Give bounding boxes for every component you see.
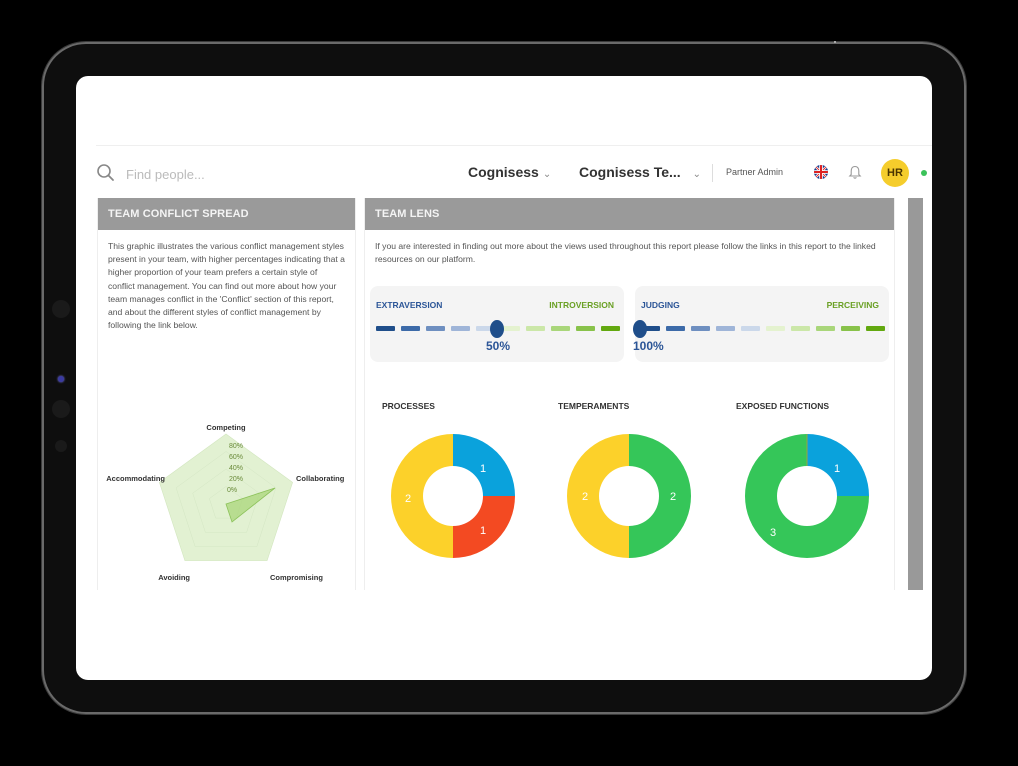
svg-text:Collaborating: Collaborating xyxy=(296,474,345,483)
svg-text:0%: 0% xyxy=(227,487,237,494)
svg-text:2: 2 xyxy=(405,493,411,505)
top-header: Cognisess⌄ Cognisess Te...⌄ Partner Admi… xyxy=(76,156,932,190)
slider-segment xyxy=(601,326,620,331)
donut-segment-green[interactable] xyxy=(745,434,869,558)
org-selector[interactable]: Cognisess ⌄ xyxy=(468,164,551,180)
donut-segment-yellow[interactable] xyxy=(567,434,629,558)
slider-value: 100% xyxy=(633,339,664,353)
device-button xyxy=(52,400,70,418)
slider-segment xyxy=(526,326,545,331)
slider-value: 50% xyxy=(486,339,511,353)
radar-grid xyxy=(175,451,277,547)
panel-description: This graphic illustrates the various con… xyxy=(108,241,345,331)
svg-text:2: 2 xyxy=(582,491,588,503)
online-status-indicator xyxy=(921,170,927,176)
exposed-functions-donut-chart: 1 3 xyxy=(745,434,869,558)
panel-title: TEAM LENS xyxy=(365,198,894,230)
donut-segment-yellow[interactable] xyxy=(391,434,453,558)
slider-segment xyxy=(576,326,595,331)
device-button xyxy=(55,440,67,452)
slider-segment xyxy=(866,326,885,331)
svg-text:Avoiding: Avoiding xyxy=(158,573,190,582)
device-button xyxy=(52,300,70,318)
processes-donut-chart: 1 1 2 xyxy=(391,434,515,558)
temperaments-title: TEMPERAMENTS xyxy=(558,401,630,411)
slider-left-label: JUDGING xyxy=(641,300,680,310)
chevron-down-icon: ⌄ xyxy=(692,169,702,180)
slider-segment xyxy=(791,326,810,331)
svg-text:1: 1 xyxy=(480,525,486,537)
slider-segment xyxy=(501,326,520,331)
svg-text:Accommodating: Accommodating xyxy=(106,474,165,483)
svg-text:80%: 80% xyxy=(229,443,243,450)
camera-icon xyxy=(58,376,64,382)
team-selector[interactable]: Cognisess Te... ⌄ xyxy=(579,164,701,180)
svg-text:1: 1 xyxy=(834,463,840,475)
radar-grid xyxy=(209,486,243,519)
slider-segment xyxy=(741,326,760,331)
slider-track xyxy=(376,326,620,331)
slider-segment xyxy=(666,326,685,331)
extraversion-introversion-slider: EXTRAVERSION INTROVERSION 50% xyxy=(370,286,624,362)
svg-text:3: 3 xyxy=(770,527,776,539)
org-selector-label: Cognisess xyxy=(468,164,539,180)
panel-description: If you are interested in finding out mor… xyxy=(375,241,876,265)
svg-text:Compromising: Compromising xyxy=(270,573,323,582)
svg-text:40%: 40% xyxy=(229,465,243,472)
svg-text:Competing: Competing xyxy=(206,423,246,432)
judging-perceiving-slider: JUDGING PERCEIVING 100% xyxy=(633,286,889,362)
sensor-dot xyxy=(834,41,836,43)
slider-segment xyxy=(691,326,710,331)
radar-axis-labels: Competing Collaborating Compromising Avo… xyxy=(106,423,345,582)
donut-segment-blue[interactable] xyxy=(453,434,515,496)
vertical-scrollbar[interactable] xyxy=(908,198,923,590)
slider-handle[interactable] xyxy=(633,320,647,338)
user-role[interactable]: Partner Admin xyxy=(726,167,784,177)
slider-segment xyxy=(401,326,420,331)
slider-right-label: INTROVERSION xyxy=(549,300,614,310)
search-icon[interactable] xyxy=(96,163,116,183)
slider-segment xyxy=(816,326,835,331)
slider-segment xyxy=(841,326,860,331)
donut-segment-red[interactable] xyxy=(453,496,515,558)
donut-segment-blue[interactable] xyxy=(807,434,869,496)
divider xyxy=(712,164,713,182)
team-selector-label: Cognisess Te... xyxy=(579,164,681,180)
slider-segment xyxy=(641,326,660,331)
slider-segment xyxy=(476,326,495,331)
slider-segment xyxy=(376,326,395,331)
svg-text:20%: 20% xyxy=(229,476,243,483)
avatar[interactable]: HR xyxy=(881,159,909,187)
team-lens-panel: TEAM LENS If you are interested in findi… xyxy=(364,198,895,590)
slider-segment xyxy=(766,326,785,331)
radar-grid xyxy=(192,468,260,533)
bell-icon[interactable] xyxy=(848,165,862,180)
donut-segment-green[interactable] xyxy=(629,434,691,558)
svg-text:2: 2 xyxy=(670,491,676,503)
panel-title: TEAM CONFLICT SPREAD xyxy=(98,198,355,230)
slider-left-label: EXTRAVERSION xyxy=(376,300,443,310)
radar-tick-labels: 80% 60% 40% 20% 0% xyxy=(227,443,243,494)
slider-segment xyxy=(451,326,470,331)
screen: Cognisess⌄ Cognisess Te...⌄ Partner Admi… xyxy=(76,76,932,680)
radar-outer-area xyxy=(159,433,293,561)
slider-segment xyxy=(551,326,570,331)
divider xyxy=(96,145,932,146)
team-conflict-spread-panel: TEAM CONFLICT SPREAD This graphic illust… xyxy=(97,198,356,590)
chevron-down-icon: ⌄ xyxy=(542,169,552,180)
processes-title: PROCESSES xyxy=(382,401,435,411)
slider-handle[interactable] xyxy=(490,320,504,338)
conflict-radar-chart: 80% 60% 40% 20% 0% Competing Collaborati… xyxy=(106,423,345,582)
uk-flag-icon[interactable] xyxy=(814,165,828,179)
find-people-input[interactable] xyxy=(124,162,328,186)
radar-data-area xyxy=(225,487,276,523)
slider-right-label: PERCEIVING xyxy=(826,300,879,310)
temperaments-donut-chart: 2 2 xyxy=(567,434,691,558)
slider-track xyxy=(641,326,885,331)
slider-segment xyxy=(426,326,445,331)
svg-text:60%: 60% xyxy=(229,454,243,461)
exposed-functions-title: EXPOSED FUNCTIONS xyxy=(736,401,830,411)
slider-segment xyxy=(716,326,735,331)
svg-text:1: 1 xyxy=(480,463,486,475)
